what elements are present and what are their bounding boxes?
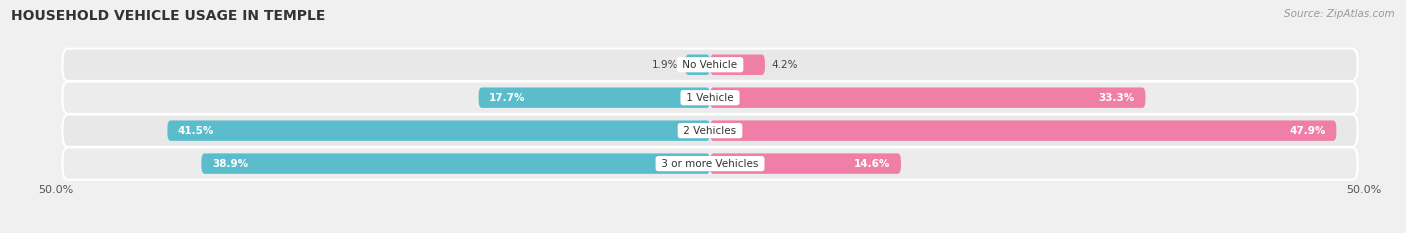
- FancyBboxPatch shape: [62, 147, 1358, 180]
- Text: 14.6%: 14.6%: [853, 159, 890, 169]
- FancyBboxPatch shape: [710, 153, 901, 174]
- FancyBboxPatch shape: [62, 114, 1358, 147]
- Text: Source: ZipAtlas.com: Source: ZipAtlas.com: [1284, 9, 1395, 19]
- Text: No Vehicle: No Vehicle: [679, 60, 741, 70]
- FancyBboxPatch shape: [201, 153, 710, 174]
- Text: 38.9%: 38.9%: [212, 159, 247, 169]
- Text: 1.9%: 1.9%: [652, 60, 679, 70]
- Text: HOUSEHOLD VEHICLE USAGE IN TEMPLE: HOUSEHOLD VEHICLE USAGE IN TEMPLE: [11, 9, 326, 23]
- FancyBboxPatch shape: [478, 87, 710, 108]
- Text: 41.5%: 41.5%: [177, 126, 214, 136]
- Text: 1 Vehicle: 1 Vehicle: [683, 93, 737, 103]
- Text: 3 or more Vehicles: 3 or more Vehicles: [658, 159, 762, 169]
- Text: 17.7%: 17.7%: [489, 93, 526, 103]
- FancyBboxPatch shape: [62, 82, 1358, 114]
- Text: 33.3%: 33.3%: [1098, 93, 1135, 103]
- FancyBboxPatch shape: [710, 87, 1146, 108]
- FancyBboxPatch shape: [685, 55, 710, 75]
- Text: 2 Vehicles: 2 Vehicles: [681, 126, 740, 136]
- FancyBboxPatch shape: [710, 55, 765, 75]
- FancyBboxPatch shape: [167, 120, 710, 141]
- FancyBboxPatch shape: [62, 48, 1358, 81]
- Text: 47.9%: 47.9%: [1289, 126, 1326, 136]
- Text: 4.2%: 4.2%: [772, 60, 799, 70]
- FancyBboxPatch shape: [710, 120, 1336, 141]
